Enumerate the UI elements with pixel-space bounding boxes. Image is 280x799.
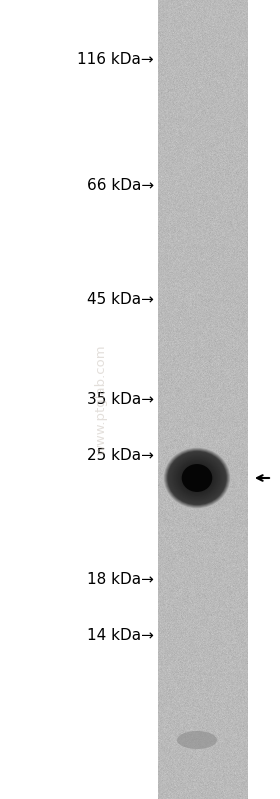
Text: www.ptglab.com: www.ptglab.com: [94, 344, 107, 455]
Ellipse shape: [171, 454, 223, 502]
Ellipse shape: [189, 471, 205, 485]
Ellipse shape: [183, 466, 211, 491]
Ellipse shape: [194, 475, 200, 480]
Ellipse shape: [186, 468, 208, 488]
Ellipse shape: [178, 460, 216, 496]
Ellipse shape: [169, 452, 225, 503]
Text: 25 kDa→: 25 kDa→: [87, 447, 154, 463]
Ellipse shape: [172, 455, 222, 500]
Ellipse shape: [185, 467, 209, 489]
Ellipse shape: [163, 447, 231, 509]
Text: 35 kDa→: 35 kDa→: [87, 392, 154, 407]
Text: 45 kDa→: 45 kDa→: [87, 292, 154, 308]
Text: 66 kDa→: 66 kDa→: [87, 177, 154, 193]
Ellipse shape: [173, 456, 221, 499]
Bar: [158, 0, 248, 799]
Ellipse shape: [191, 472, 203, 483]
Ellipse shape: [176, 459, 218, 497]
Ellipse shape: [179, 462, 215, 495]
Ellipse shape: [190, 471, 204, 484]
Ellipse shape: [184, 467, 210, 490]
Ellipse shape: [177, 459, 217, 497]
Ellipse shape: [165, 448, 229, 507]
Ellipse shape: [182, 464, 212, 492]
Ellipse shape: [165, 449, 228, 507]
Ellipse shape: [170, 453, 224, 503]
Ellipse shape: [168, 451, 226, 504]
Ellipse shape: [164, 447, 230, 508]
Ellipse shape: [177, 731, 217, 749]
Text: 18 kDa→: 18 kDa→: [87, 573, 154, 587]
Ellipse shape: [175, 458, 219, 498]
Ellipse shape: [196, 477, 198, 479]
Text: 116 kDa→: 116 kDa→: [77, 53, 154, 67]
Ellipse shape: [187, 469, 207, 487]
Ellipse shape: [181, 463, 213, 493]
Ellipse shape: [195, 476, 199, 479]
Ellipse shape: [167, 451, 227, 505]
Ellipse shape: [183, 465, 211, 491]
Ellipse shape: [188, 471, 206, 486]
Ellipse shape: [192, 473, 202, 483]
Ellipse shape: [166, 450, 228, 506]
Ellipse shape: [182, 464, 212, 492]
Ellipse shape: [193, 475, 200, 481]
Ellipse shape: [193, 474, 201, 482]
Ellipse shape: [171, 455, 223, 501]
Ellipse shape: [188, 470, 206, 487]
Ellipse shape: [180, 463, 214, 494]
Ellipse shape: [174, 457, 220, 499]
Ellipse shape: [178, 461, 216, 495]
Text: 14 kDa→: 14 kDa→: [87, 627, 154, 642]
